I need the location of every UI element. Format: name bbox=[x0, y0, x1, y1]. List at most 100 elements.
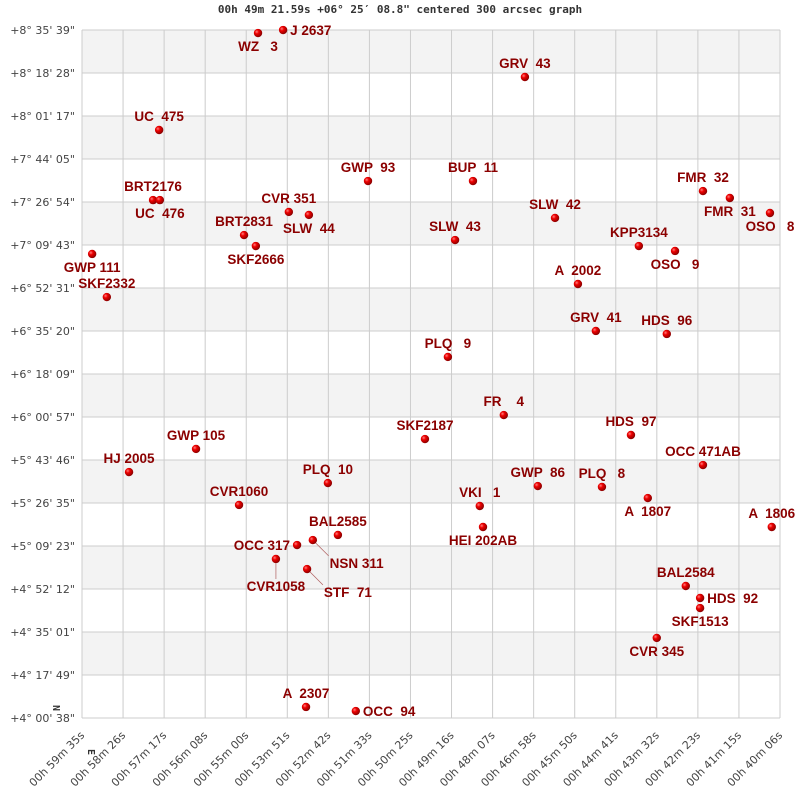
star-point[interactable]: HDS 92 bbox=[695, 591, 758, 606]
star-marker[interactable] bbox=[124, 467, 134, 477]
star-marker[interactable] bbox=[475, 501, 484, 511]
star-marker[interactable] bbox=[634, 241, 644, 251]
star-point[interactable]: HJ 2005 bbox=[104, 451, 156, 477]
star-marker[interactable] bbox=[520, 72, 530, 82]
star-point[interactable]: GWP 111 bbox=[64, 249, 121, 275]
star-marker[interactable] bbox=[681, 581, 690, 591]
star-marker[interactable] bbox=[301, 702, 311, 712]
star-point[interactable]: SLW 42 bbox=[529, 197, 581, 223]
star-marker[interactable] bbox=[450, 235, 460, 245]
star-point[interactable]: FMR 32 bbox=[677, 170, 729, 196]
star-point[interactable]: OSO 9 bbox=[651, 246, 700, 272]
star-marker[interactable] bbox=[363, 176, 373, 186]
star-point[interactable]: SKF2332 bbox=[78, 276, 135, 302]
star-marker[interactable] bbox=[87, 249, 97, 259]
star-point[interactable]: WZ 3 bbox=[238, 28, 278, 54]
star-point[interactable]: NSN 311 bbox=[308, 535, 385, 571]
star-point[interactable]: SLW 43 bbox=[429, 219, 481, 245]
star-point[interactable]: CVR1058 bbox=[247, 554, 306, 594]
star-point[interactable]: CVR 345 bbox=[629, 633, 685, 659]
star-point[interactable]: HDS 97 bbox=[605, 414, 656, 440]
star-point[interactable]: GRV 41 bbox=[570, 310, 622, 336]
star-marker[interactable] bbox=[643, 493, 653, 503]
star-marker[interactable] bbox=[278, 25, 288, 35]
star-point[interactable]: BAL2585 bbox=[309, 514, 367, 540]
star-point[interactable]: A 2307 bbox=[283, 686, 330, 712]
star-point[interactable]: PLQ 9 bbox=[425, 336, 472, 362]
star-marker[interactable] bbox=[271, 554, 281, 564]
star-point[interactable]: GWP 105 bbox=[167, 428, 226, 454]
star-marker[interactable] bbox=[670, 246, 680, 256]
star-point[interactable]: KPP3134 bbox=[610, 225, 668, 251]
star-marker[interactable] bbox=[767, 522, 776, 532]
star-point[interactable]: PLQ 10 bbox=[303, 462, 353, 488]
star-marker[interactable] bbox=[304, 210, 314, 220]
star-point[interactable]: GWP 93 bbox=[341, 160, 396, 186]
star-marker[interactable] bbox=[765, 208, 775, 218]
star-point[interactable]: OCC 471AB bbox=[665, 444, 741, 470]
star-marker[interactable] bbox=[102, 292, 112, 302]
star-point[interactable]: A 1807 bbox=[624, 493, 671, 519]
star-marker[interactable] bbox=[351, 706, 361, 716]
star-point[interactable]: SKF2666 bbox=[227, 241, 285, 267]
star-marker[interactable] bbox=[155, 195, 165, 205]
star-marker[interactable] bbox=[292, 540, 302, 550]
star-marker[interactable] bbox=[698, 186, 708, 196]
star-point[interactable]: A 1806 bbox=[748, 506, 796, 532]
star-point[interactable]: SKF1513 bbox=[672, 603, 730, 629]
star-marker[interactable] bbox=[698, 460, 708, 470]
star-point[interactable]: OSO 8 bbox=[746, 208, 795, 234]
star-marker[interactable] bbox=[284, 207, 294, 217]
star-point[interactable]: FR 4 bbox=[484, 394, 525, 420]
star-marker[interactable] bbox=[591, 326, 601, 336]
star-marker[interactable] bbox=[652, 633, 661, 643]
star-marker[interactable] bbox=[695, 603, 705, 613]
star-marker[interactable] bbox=[308, 535, 318, 545]
star-point[interactable]: HDS 96 bbox=[641, 313, 693, 339]
star-point[interactable]: SLW 44 bbox=[283, 210, 335, 236]
star-marker[interactable] bbox=[323, 478, 333, 488]
star-marker[interactable] bbox=[420, 434, 430, 444]
star-point[interactable]: BUP 11 bbox=[448, 160, 499, 186]
star-point[interactable]: A 2002 bbox=[555, 263, 602, 289]
star-point[interactable]: BAL2584 bbox=[657, 565, 715, 591]
star-marker[interactable] bbox=[695, 593, 705, 603]
star-point[interactable]: OCC 94 bbox=[351, 704, 416, 719]
star-point[interactable]: VKI 1 bbox=[459, 485, 501, 511]
star-point[interactable]: UC 475 bbox=[134, 109, 184, 135]
star-marker[interactable] bbox=[253, 28, 263, 38]
star-marker[interactable] bbox=[550, 213, 560, 223]
star-point[interactable]: BRT2831 bbox=[215, 214, 273, 240]
star-point[interactable]: CVR1060 bbox=[210, 484, 269, 510]
star-marker[interactable] bbox=[468, 176, 478, 186]
star-marker[interactable] bbox=[251, 241, 261, 251]
star-point[interactable]: FMR 31 bbox=[704, 193, 756, 219]
star-marker[interactable] bbox=[234, 500, 244, 510]
star-marker[interactable] bbox=[478, 522, 488, 532]
star-marker[interactable] bbox=[725, 193, 735, 203]
star-marker[interactable] bbox=[154, 125, 164, 135]
star-point[interactable]: BRT2176 bbox=[124, 179, 182, 205]
star-point[interactable]: GWP 86 bbox=[511, 465, 566, 491]
star-marker[interactable] bbox=[333, 530, 343, 540]
star-point[interactable]: SKF2187 bbox=[396, 418, 453, 444]
star-marker[interactable] bbox=[573, 279, 583, 289]
star-point[interactable]: UC 476 bbox=[135, 195, 185, 221]
star-point[interactable]: OCC 317 bbox=[234, 538, 302, 553]
star-point[interactable]: J 2637 bbox=[278, 23, 331, 38]
star-point[interactable]: CVR 351 bbox=[261, 191, 317, 217]
star-marker[interactable] bbox=[239, 230, 249, 240]
star-point[interactable]: HEI 202AB bbox=[449, 522, 518, 548]
star-point[interactable]: PLQ 8 bbox=[579, 466, 626, 492]
star-marker[interactable] bbox=[662, 329, 671, 339]
star-marker[interactable] bbox=[533, 481, 543, 491]
star-marker[interactable] bbox=[148, 195, 158, 205]
star-marker[interactable] bbox=[443, 352, 453, 362]
star-marker[interactable] bbox=[302, 564, 312, 574]
star-marker[interactable] bbox=[626, 430, 636, 440]
star-marker[interactable] bbox=[597, 482, 607, 492]
star-marker[interactable] bbox=[499, 410, 508, 420]
star-point[interactable]: STF 71 bbox=[302, 564, 373, 600]
star-marker[interactable] bbox=[191, 444, 201, 454]
star-point[interactable]: GRV 43 bbox=[499, 56, 551, 82]
